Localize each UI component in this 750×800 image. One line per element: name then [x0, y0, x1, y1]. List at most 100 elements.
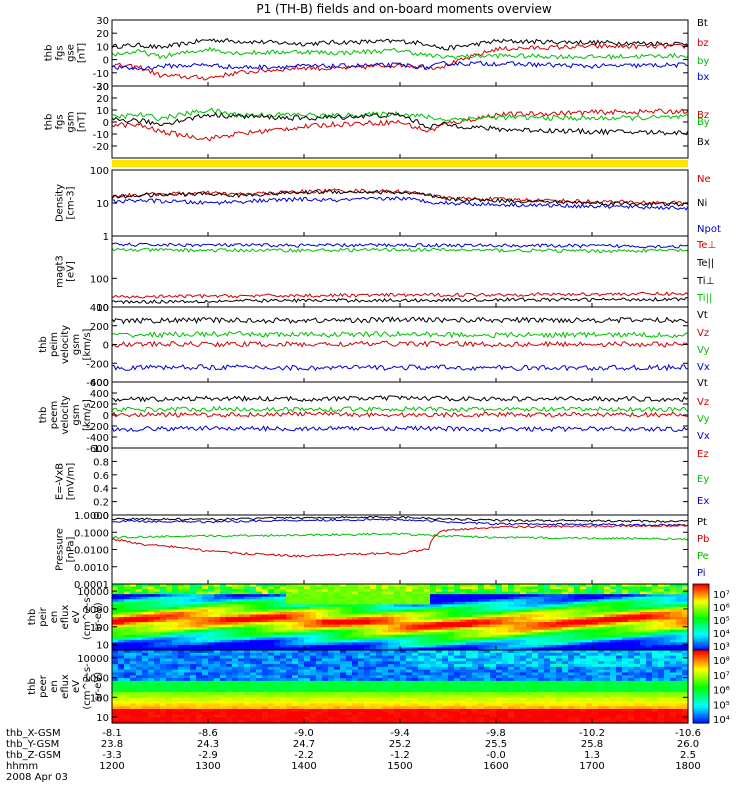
spectrogram-cell — [442, 664, 449, 668]
spectrogram-cell — [586, 596, 593, 600]
spectrogram-cell — [472, 619, 479, 623]
legend-label: Vz — [697, 397, 709, 408]
spectrogram-cell — [166, 680, 173, 685]
spectrogram-cell — [400, 619, 407, 623]
spectrogram-cell — [136, 683, 143, 688]
spectrogram-cell — [634, 604, 641, 608]
spectrogram-cell — [244, 644, 251, 649]
spectrogram-cell — [532, 650, 539, 654]
spectrogram-cell — [172, 622, 179, 626]
spectrogram-cell — [364, 627, 371, 631]
spectrogram-cell — [238, 650, 245, 654]
spectrogram-cell — [274, 617, 281, 621]
spectrogram-cell — [298, 596, 305, 600]
spectrogram-cell — [652, 624, 659, 628]
spectrogram-cell — [670, 647, 677, 651]
spectrogram-cell — [304, 634, 311, 638]
spectrogram-cell — [400, 604, 407, 608]
spectrogram-cell — [526, 680, 533, 685]
spectrogram-cell — [418, 706, 425, 710]
spectrogram-cell — [292, 622, 299, 626]
spectrogram-cell — [184, 714, 191, 718]
spectrogram-cell — [430, 666, 437, 671]
spectrogram-cell — [574, 692, 581, 696]
spectrogram-cell — [544, 650, 551, 654]
spectrogram-cell — [544, 652, 551, 657]
spectrogram-cell — [142, 594, 149, 598]
spectrogram-cell — [322, 700, 329, 704]
spectrogram-cell — [328, 617, 335, 621]
spectrogram-cell — [574, 703, 581, 707]
spectrogram-cell — [388, 652, 395, 657]
spectrogram-cell — [352, 720, 359, 724]
spectrogram-cell — [388, 586, 395, 590]
spectrogram-cell — [538, 584, 545, 588]
spectrogram-cell — [286, 714, 293, 718]
spectrogram-cell — [418, 683, 425, 688]
spectrogram-cell — [616, 647, 623, 651]
spectrogram-cell — [586, 591, 593, 595]
spectrogram-cell — [352, 601, 359, 605]
spectrogram-cell — [610, 606, 617, 610]
spectrogram-cell — [160, 639, 167, 643]
spectrogram-cell — [346, 611, 353, 616]
spectrogram-cell — [514, 694, 521, 699]
spectrogram-cell — [112, 594, 119, 598]
spectrogram-cell — [118, 591, 125, 595]
spectrogram-cell — [544, 622, 551, 626]
spectrogram-cell — [406, 666, 413, 671]
spectrogram-cell — [262, 675, 269, 679]
spectrogram-cell — [358, 634, 365, 638]
spectrogram-cell — [112, 703, 119, 707]
spectrogram-cell — [220, 686, 227, 690]
spectrogram-cell — [130, 717, 137, 721]
spectrogram-cell — [376, 617, 383, 621]
spectrogram-cell — [430, 632, 437, 636]
spectrogram-cell — [232, 683, 239, 688]
spectrogram-cell — [136, 714, 143, 718]
spectrogram-cell — [592, 714, 599, 718]
spectrogram-cell — [328, 680, 335, 685]
spectrogram-cell — [238, 689, 245, 693]
y-axis-label: thb peim velocity gsm [km/s] — [38, 325, 93, 364]
spectrogram-cell — [598, 706, 605, 710]
spectrogram-cell — [208, 720, 215, 724]
spectrogram-cell — [514, 584, 521, 588]
spectrogram-cell — [370, 617, 377, 621]
spectrogram-cell — [370, 604, 377, 608]
spectrogram-cell — [208, 614, 215, 618]
spectrogram-cell — [646, 617, 653, 621]
spectrogram-cell — [448, 708, 455, 713]
spectrogram-cell — [262, 711, 269, 716]
spectrogram-cell — [562, 692, 569, 696]
spectrogram-cell — [394, 664, 401, 668]
spectrogram-cell — [274, 678, 281, 682]
spectrogram-cell — [364, 609, 371, 613]
spectrogram-cell — [268, 708, 275, 713]
spectrogram-cell — [394, 591, 401, 595]
spectrogram-cell — [586, 594, 593, 598]
spectrogram-cell — [544, 655, 551, 660]
spectrogram-cell — [184, 632, 191, 636]
spectrogram-cell — [238, 637, 245, 641]
legend-label: Ex — [697, 496, 709, 507]
spectrogram-cell — [298, 703, 305, 707]
spectrogram-cell — [118, 692, 125, 696]
spectrogram-cell — [250, 606, 257, 610]
spectrogram-cell — [244, 634, 251, 638]
spectrogram-cell — [220, 655, 227, 660]
spectrogram-cell — [382, 629, 389, 633]
spectrogram-cell — [664, 627, 671, 631]
spectrogram-cell — [580, 717, 587, 721]
spectrogram-cell — [520, 594, 527, 598]
spectrogram-cell — [508, 596, 515, 600]
spectrogram-cell — [262, 694, 269, 699]
spectrogram-cell — [574, 596, 581, 600]
spectrogram-cell — [112, 647, 119, 651]
spectrogram-cell — [412, 675, 419, 679]
spectrogram-cell — [226, 692, 233, 696]
spectrogram-cell — [568, 609, 575, 613]
spectrogram-cell — [142, 694, 149, 699]
spectrogram-cell — [424, 655, 431, 660]
spectrogram-cell — [562, 591, 569, 595]
